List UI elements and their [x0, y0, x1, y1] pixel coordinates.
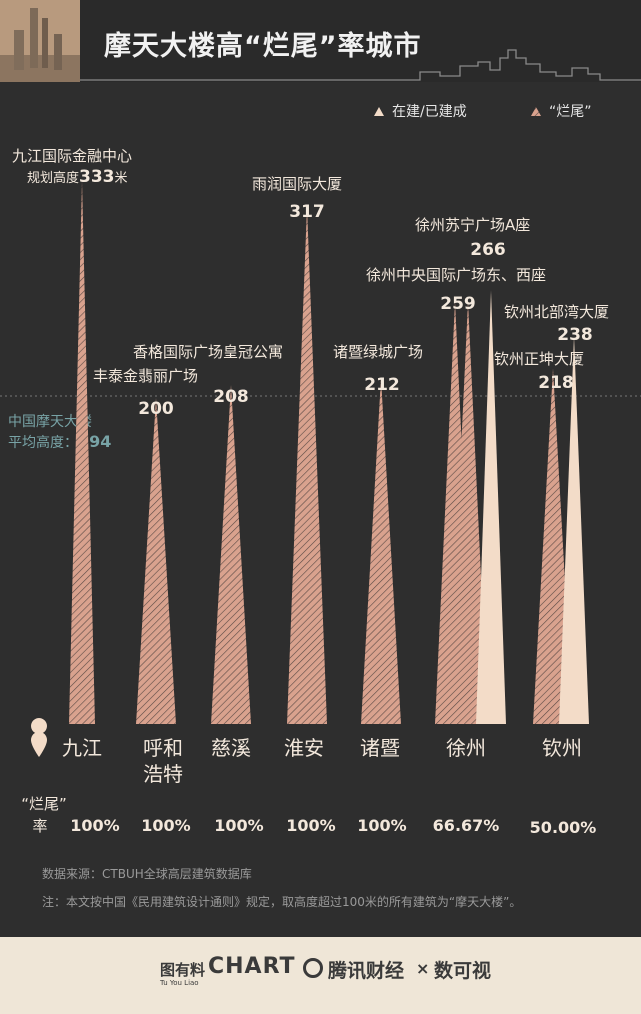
label-suning-height: 266 [470, 240, 506, 260]
label-hohhot-name: 丰泰金翡丽广场 [93, 367, 198, 385]
logo-tuyouliao: 图有料 [160, 961, 206, 979]
city-name: 九江 [62, 736, 102, 760]
spike-huaian [287, 207, 327, 725]
location-pin-body [31, 732, 47, 757]
city-rate: 100% [214, 816, 263, 835]
spike-xuzhou-west [448, 301, 488, 724]
location-pin-icon [31, 718, 48, 756]
label-jiujiang-prefix: 规划高度 [27, 170, 79, 186]
city-rate: 100% [286, 816, 335, 835]
rate-labels: 100% 100% 100% 100% 100% 66.67% 50.00% [70, 816, 596, 837]
label-zhengkun-height: 218 [538, 373, 574, 393]
source-text: 数据来源：CTBUH全球高层建筑数据库 [42, 866, 252, 881]
average-label-line1: 中国摩天大楼 [8, 413, 92, 430]
city-rate: 100% [141, 816, 190, 835]
city-rate: 100% [70, 816, 119, 835]
rate-label-line2: 率 [32, 817, 47, 835]
label-jiujiang-name: 九江国际金融中心 [12, 147, 132, 165]
label-jiujiang-suffix: 米 [115, 171, 128, 186]
city-name: 钦州 [542, 736, 582, 760]
header-photo [0, 0, 80, 82]
city-name: 淮安 [284, 736, 324, 760]
label-beibuwan-name: 钦州北部湾大厦 [504, 303, 609, 321]
label-suning-name: 徐州苏宁广场A座 [415, 216, 530, 234]
page-title: 摩天大楼高“烂尾”率城市 [104, 31, 422, 62]
spike-zhuji [361, 378, 401, 724]
label-cixi-height: 208 [213, 387, 249, 407]
label-zhuji-name: 诸暨绿城广场 [333, 343, 423, 361]
logo-tencent-finance: 腾讯财经 [328, 960, 405, 982]
header-band [0, 0, 641, 82]
average-value-colon: ： [64, 435, 78, 451]
label-beibuwan-height: 238 [557, 325, 593, 345]
city-name-line1: 呼和 [143, 736, 183, 760]
city-rate: 66.67% [433, 816, 500, 835]
header-skyline [80, 49, 641, 81]
label-zhuji-height: 212 [364, 375, 400, 395]
label-xuzhou-central-name: 徐州中央国际广场东、西座 [366, 266, 546, 284]
label-zhengkun-name: 钦州正坤大厦 [494, 350, 584, 368]
label-xuzhou-central-height: 259 [440, 294, 476, 314]
legend: 在建/已建成 “烂尾” [374, 104, 592, 120]
average-label-text: 平均高度 [8, 434, 64, 451]
label-huaian-height: 317 [289, 202, 325, 222]
label-hohhot-height: 200 [138, 399, 174, 419]
logo-tuyouliao-sub: Tu You Liao [160, 979, 199, 987]
note-text: 注：本文按中国《民用建筑设计通则》规定，取高度超过100米的所有建筑为“摩天大楼… [42, 894, 521, 909]
label-huaian-name: 雨润国际大厦 [252, 175, 342, 193]
spike-suning [476, 290, 506, 724]
building-labels: 九江国际金融中心 规划高度333米 雨润国际大厦 317 徐州苏宁广场A座 26… [12, 147, 609, 419]
city-rate: 100% [357, 816, 406, 835]
average-label-line2: 平均高度：194 [8, 432, 111, 451]
city-rate: 50.00% [530, 818, 597, 837]
city-name: 慈溪 [211, 736, 251, 760]
spike-jiujiang [69, 181, 95, 724]
footer-band: 图有料 Tu You Liao CHART 腾讯财经 × 数可视 [0, 937, 641, 1014]
rate-label-line1: “烂尾” [21, 795, 67, 813]
logo-shukeshi: 数可视 [434, 960, 492, 982]
legend-solid-marker [374, 107, 384, 116]
spike-hohhot [136, 398, 176, 724]
logo-chart: CHART [208, 954, 296, 979]
spike-cixi [211, 384, 251, 724]
label-cixi-name: 香格国际广场皇冠公寓 [133, 343, 283, 361]
building-spikes [69, 181, 589, 725]
city-name: 徐州 [446, 736, 486, 760]
label-jiujiang-value: 333 [79, 167, 115, 187]
logo-times: × [416, 959, 430, 978]
label-jiujiang-height: 规划高度333米 [27, 167, 128, 187]
tencent-icon [303, 958, 323, 978]
legend-label-abandoned: “烂尾” [549, 104, 592, 120]
legend-label-built: 在建/已建成 [392, 104, 467, 120]
spike-beibuwan [559, 336, 589, 724]
city-name-line2: 浩特 [143, 762, 183, 786]
city-name: 诸暨 [360, 736, 400, 760]
legend-hatched-marker [531, 107, 541, 116]
